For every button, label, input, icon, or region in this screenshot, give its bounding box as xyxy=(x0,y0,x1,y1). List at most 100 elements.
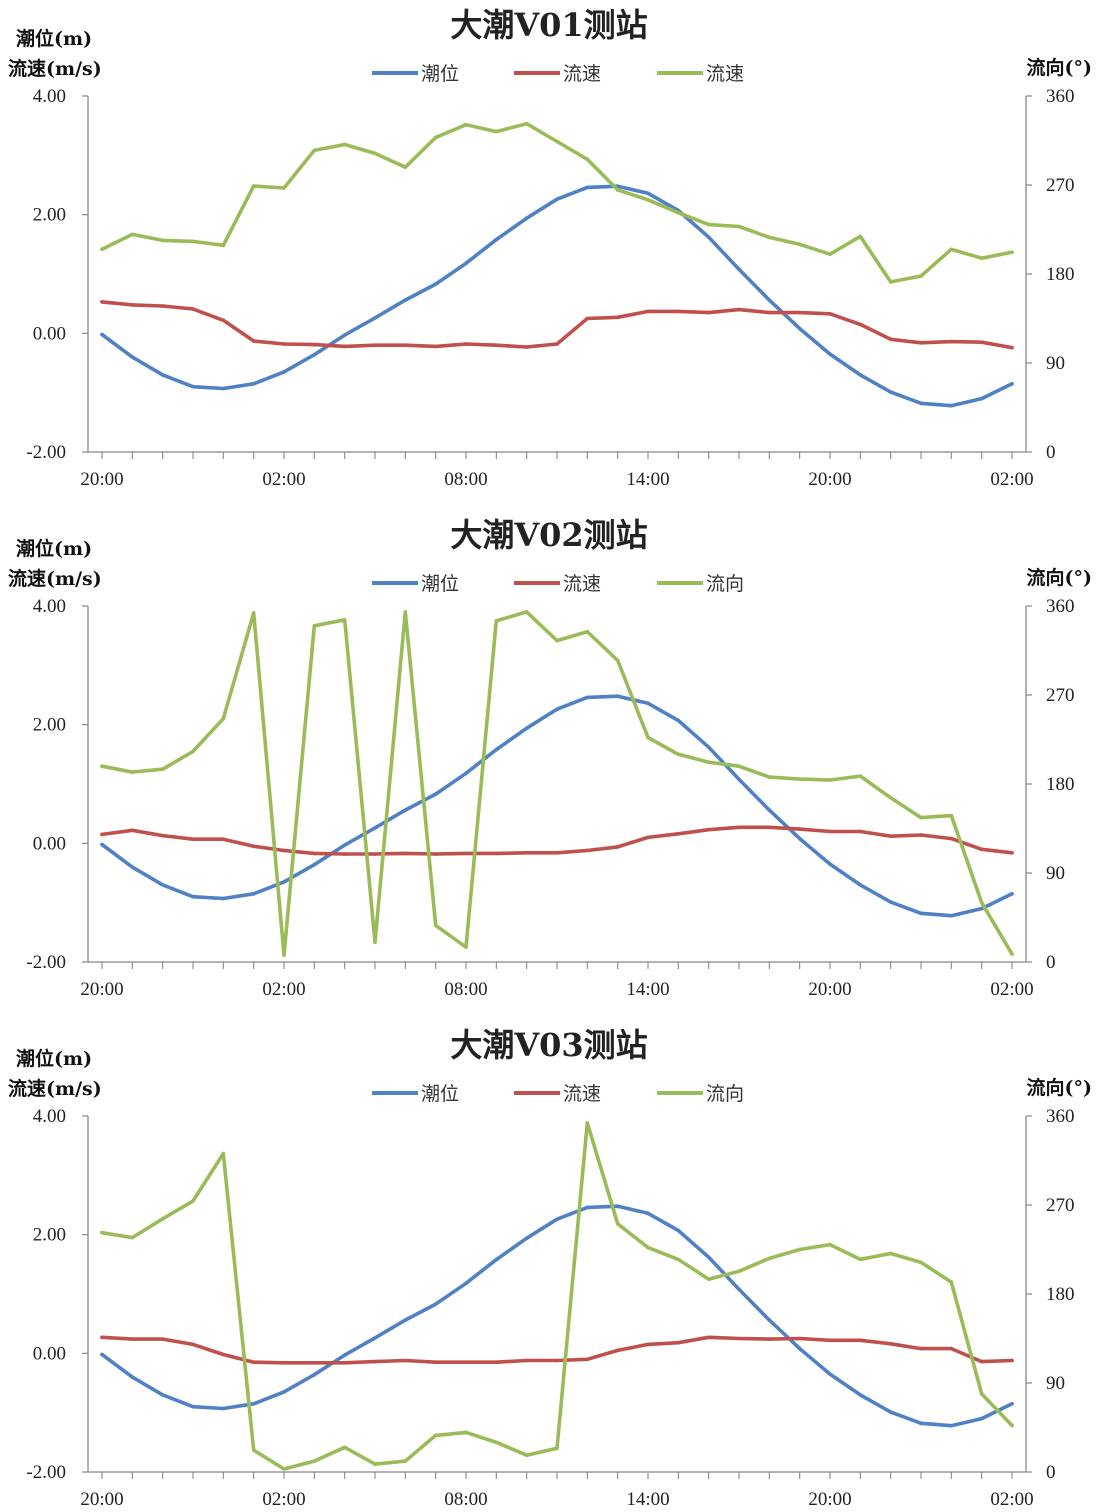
x-tick-label: 14:00 xyxy=(626,469,669,490)
data-point xyxy=(555,342,559,346)
x-tick-label: 08:00 xyxy=(444,979,487,1000)
data-point xyxy=(676,832,681,836)
data-point xyxy=(342,843,347,847)
data-point xyxy=(130,828,135,833)
data-point xyxy=(403,808,408,812)
data-point xyxy=(373,1462,377,1466)
data-point xyxy=(979,900,984,905)
data-point xyxy=(888,796,893,800)
data-point xyxy=(858,774,863,778)
data-point xyxy=(858,234,863,239)
data-point xyxy=(979,340,984,345)
data-point xyxy=(282,342,286,346)
legend-label: 潮位 xyxy=(421,573,459,595)
data-point xyxy=(130,1337,135,1341)
data-point xyxy=(585,157,590,162)
data-point xyxy=(221,896,226,901)
data-point xyxy=(403,610,408,614)
data-point xyxy=(767,1337,772,1341)
data-point xyxy=(888,337,893,342)
data-point xyxy=(342,1361,347,1365)
data-point xyxy=(251,339,256,343)
data-point xyxy=(646,735,650,740)
left-axis-title-line1: 潮位(m) xyxy=(16,537,92,560)
data-point xyxy=(676,752,681,757)
data-point xyxy=(858,1393,863,1397)
chart-title: 大潮V02测站 xyxy=(450,516,647,554)
right-tick-label: 360 xyxy=(1046,86,1075,107)
data-point xyxy=(312,148,317,153)
data-point xyxy=(100,1335,104,1340)
legend-label: 潮位 xyxy=(421,63,459,85)
data-point xyxy=(160,304,165,308)
data-point xyxy=(130,303,135,307)
data-point xyxy=(494,851,499,856)
data-point xyxy=(160,1337,165,1341)
data-point xyxy=(949,836,954,841)
data-point xyxy=(524,1236,529,1241)
data-point xyxy=(615,315,620,320)
left-tick-label: 2.00 xyxy=(33,715,66,736)
data-point xyxy=(888,1251,893,1256)
data-point xyxy=(706,310,711,315)
data-point xyxy=(1010,1401,1014,1406)
data-point xyxy=(312,623,317,628)
x-tick-label: 08:00 xyxy=(444,469,487,490)
data-point xyxy=(524,851,529,855)
data-point xyxy=(191,1199,195,1203)
data-point xyxy=(676,309,681,314)
data-point xyxy=(524,216,529,221)
data-point xyxy=(221,716,226,721)
data-point xyxy=(494,129,499,134)
data-point xyxy=(888,390,893,394)
series-line xyxy=(100,825,1014,856)
data-point xyxy=(646,1245,650,1250)
data-point xyxy=(464,342,468,346)
right-tick-label: 270 xyxy=(1046,685,1075,706)
data-point xyxy=(524,726,529,731)
data-point xyxy=(767,775,772,779)
data-point xyxy=(160,1393,165,1397)
data-point xyxy=(433,135,438,140)
data-point xyxy=(282,370,286,374)
data-point xyxy=(767,235,772,240)
data-point xyxy=(676,718,681,723)
left-tick-label: 2.00 xyxy=(33,1225,66,1246)
data-point xyxy=(312,342,317,347)
data-point xyxy=(191,307,195,311)
left-axis-title-line2: 流速(m/s) xyxy=(8,57,102,80)
data-point xyxy=(646,701,650,706)
data-point xyxy=(373,343,377,348)
data-point xyxy=(737,307,741,312)
data-point xyxy=(797,326,802,331)
data-point xyxy=(858,1338,863,1343)
data-point xyxy=(797,836,802,841)
right-tick-label: 180 xyxy=(1046,774,1075,795)
data-point xyxy=(555,851,559,855)
data-point xyxy=(100,1352,104,1357)
data-point xyxy=(464,1281,468,1286)
data-point xyxy=(191,384,195,389)
data-point xyxy=(979,396,984,401)
data-point xyxy=(706,1335,711,1340)
series-line xyxy=(100,1121,1014,1471)
data-point xyxy=(555,1217,559,1222)
legend-label: 流向 xyxy=(706,573,744,595)
data-point xyxy=(949,339,954,344)
right-tick-label: 360 xyxy=(1046,596,1075,617)
left-tick-label: 0.00 xyxy=(33,323,66,344)
data-point xyxy=(1010,851,1014,855)
data-point xyxy=(342,618,347,622)
left-axis-title-line1: 潮位(m) xyxy=(16,1047,92,1070)
legend-label: 流速 xyxy=(563,1083,601,1105)
data-point xyxy=(767,1256,772,1261)
data-point xyxy=(433,1302,438,1306)
x-tick-label: 02:00 xyxy=(262,1489,305,1510)
data-point xyxy=(251,611,256,615)
data-point xyxy=(373,826,377,830)
right-tick-label: 270 xyxy=(1046,175,1075,196)
data-point xyxy=(464,851,468,856)
data-point xyxy=(737,1287,741,1292)
